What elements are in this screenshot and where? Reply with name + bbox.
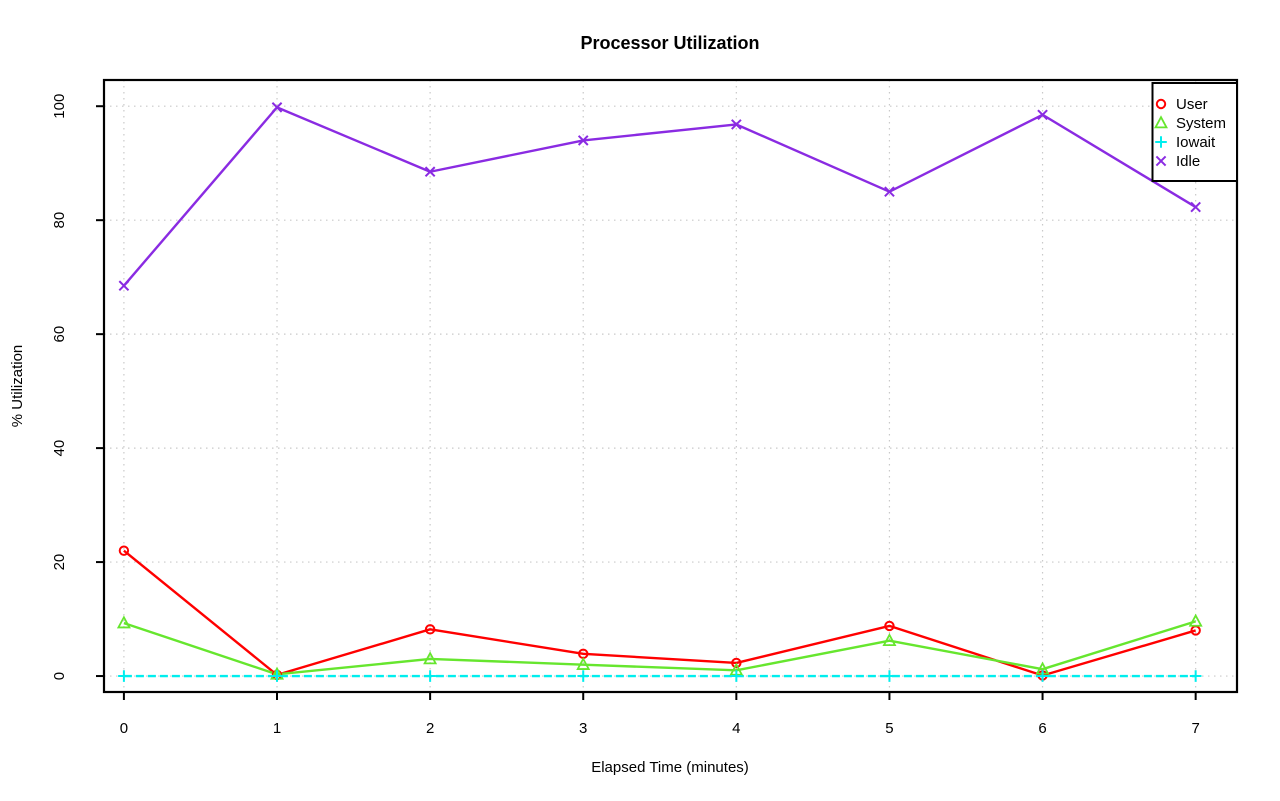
- idle-x-marker-icon: [271, 102, 283, 113]
- x-tick-label: 6: [1038, 720, 1046, 737]
- legend-label-iowait: Iowait: [1176, 134, 1216, 151]
- system-triangle-marker-icon: [423, 651, 438, 665]
- x-tick-label: 5: [885, 720, 893, 737]
- legend-label-user: User: [1176, 96, 1208, 113]
- legend: User System Iowait Idle: [1151, 82, 1238, 182]
- y-tick-label: 20: [51, 554, 68, 571]
- iowait-plus-marker-icon: [883, 670, 896, 682]
- legend-label-idle: Idle: [1176, 153, 1200, 170]
- iowait-plus-marker-icon: [730, 670, 743, 682]
- system-triangle-marker-icon: [576, 656, 591, 670]
- legend-idle-x-icon: [1155, 155, 1167, 167]
- iowait-plus-marker-icon: [271, 670, 283, 682]
- x-tick-label: 2: [426, 720, 434, 737]
- idle-x-marker-icon: [731, 119, 742, 130]
- user-circle-marker-icon: [884, 620, 895, 632]
- iowait-plus-marker-icon: [1036, 670, 1049, 682]
- idle-x-marker-icon: [577, 135, 589, 146]
- user-circle-marker-icon: [424, 624, 436, 635]
- x-tick-label: 4: [732, 720, 740, 737]
- iowait-plus-marker-icon: [577, 670, 590, 682]
- user-line: [123, 549, 1196, 677]
- idle-x-marker-icon: [118, 280, 130, 292]
- legend-iowait-plus-icon: [1155, 136, 1167, 148]
- iowait-plus-marker-icon: [118, 670, 130, 682]
- idle-x-marker-icon: [884, 186, 895, 197]
- data-series: [116, 102, 1203, 682]
- x-tick-label: 7: [1191, 720, 1199, 737]
- system-triangle-marker-icon: [882, 633, 897, 647]
- x-tick-label: 3: [579, 720, 587, 737]
- iowait-plus-marker-icon: [424, 670, 436, 682]
- x-axis-label: Elapsed Time (minutes): [591, 759, 749, 776]
- system-triangle-marker-icon: [116, 615, 131, 629]
- y-tick-label: 80: [51, 212, 68, 229]
- y-axis-label: % Utilization: [9, 345, 26, 428]
- idle-x-marker-icon: [1037, 109, 1048, 121]
- x-tick-label: 1: [273, 720, 281, 737]
- axes: 0 20 40 60 80 100 0 1 2 3 4 5 6 7: [51, 94, 1200, 737]
- gridlines: [104, 80, 1237, 692]
- idle-x-marker-icon: [1190, 201, 1201, 213]
- legend-box: [1151, 82, 1238, 182]
- iowait-plus-marker-icon: [1189, 670, 1202, 682]
- idle-x-marker-icon: [424, 166, 436, 178]
- user-circle-marker-icon: [118, 545, 130, 556]
- x-tick-label: 0: [120, 720, 128, 737]
- plot-border: [102, 78, 1239, 694]
- system-line: [123, 620, 1197, 676]
- legend-label-system: System: [1176, 115, 1226, 132]
- idle-line: [122, 106, 1197, 287]
- y-tick-label: 60: [51, 326, 68, 343]
- legend-system-triangle-icon: [1153, 115, 1169, 129]
- y-tick-label: 40: [51, 440, 68, 457]
- system-triangle-marker-icon: [1188, 613, 1203, 627]
- chart-title: Processor Utilization: [580, 33, 759, 53]
- user-circle-marker-icon: [731, 657, 742, 669]
- legend-user-circle-icon: [1155, 98, 1167, 110]
- y-tick-label: 0: [51, 672, 68, 680]
- y-tick-label: 100: [51, 94, 68, 119]
